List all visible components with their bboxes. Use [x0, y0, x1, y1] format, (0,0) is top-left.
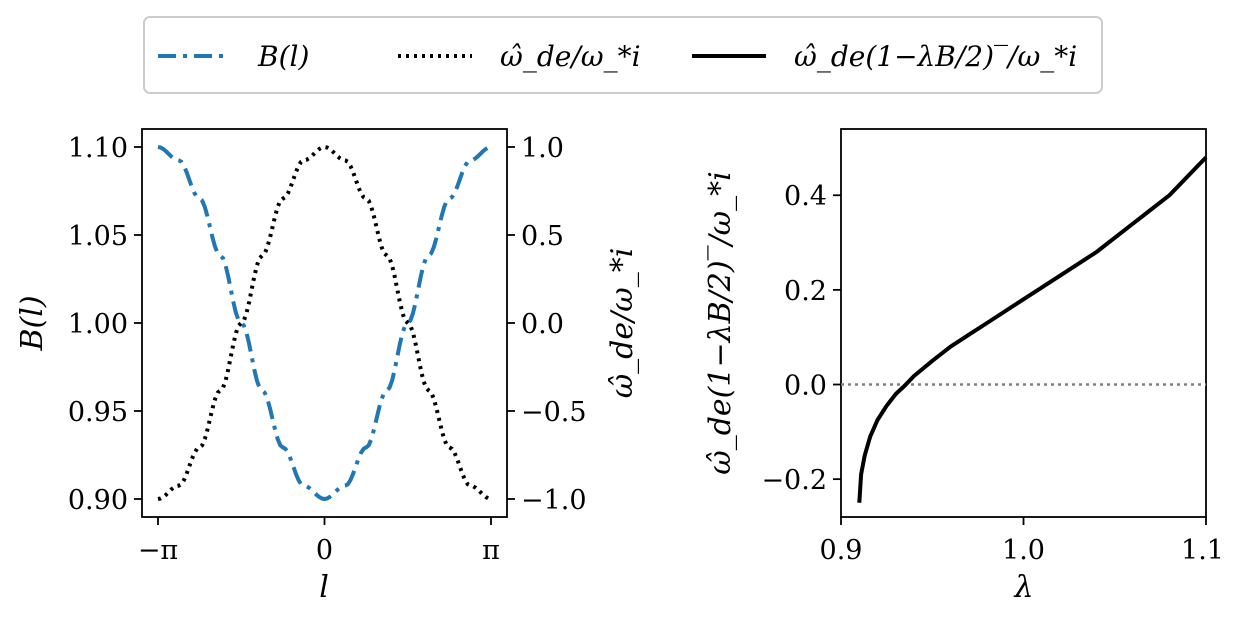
- right-panel-y-tick-label: 0.4: [784, 181, 827, 212]
- left-y-axis-label: B(l): [15, 295, 50, 351]
- right-panel-x-tick-label: 1.1: [1181, 535, 1224, 566]
- legend-frame: [143, 16, 1103, 94]
- left-x-tick-label: π: [482, 535, 500, 566]
- left-x-axis-label: l: [319, 570, 329, 605]
- series-line-b: [157, 145, 492, 501]
- legend: B(l) ω̂_de/ω_*i ω̂_de(1−λB/2)‾/ω_*i: [143, 16, 1103, 94]
- right-y-tick-label: 1.0: [521, 133, 564, 164]
- left-y-tick-label: 0.95: [68, 397, 128, 428]
- left-y-tick-label: 1.00: [68, 309, 128, 340]
- right-panel-y-tick-label: 0.2: [784, 276, 827, 307]
- left-y-tick-label: 1.10: [68, 133, 128, 164]
- series-line-average: [857, 156, 1208, 503]
- right-panel-x-tick-label: 1.0: [1002, 535, 1045, 566]
- right-y-tick-label: −1.0: [521, 485, 587, 516]
- left-y-tick-label: 1.05: [68, 221, 128, 252]
- legend-label-omega: ω̂_de/ω_*i: [500, 40, 641, 73]
- right-panel-x-tick-label: 0.9: [820, 535, 863, 566]
- right-panel-x-axis-label: λ: [1013, 570, 1033, 605]
- right-y-tick-label: 0.5: [521, 221, 564, 252]
- left-y-tick-label: 0.90: [68, 485, 128, 516]
- right-panel: 0.9 1.0 1.1 −0.2 0.0 0.2 0.4 λ ω̂_de(1−λB/2)‾/…: [703, 128, 1224, 605]
- right-y-tick-label: 0.0: [521, 309, 564, 340]
- right-plot-frame: [840, 128, 1207, 518]
- left-x-tick-label: −π: [138, 535, 178, 566]
- left-x-tick-label: 0: [316, 535, 333, 566]
- right-y-axis-label: ω̂_de/ω_*i: [605, 248, 640, 399]
- right-panel-y-tick-label: −0.2: [761, 465, 827, 496]
- legend-label-b: B(l): [257, 40, 309, 73]
- right-y-tick-label: −0.5: [521, 397, 587, 428]
- right-panel-y-tick-label: 0.0: [784, 371, 827, 402]
- left-plot-frame: [141, 128, 508, 518]
- legend-label-avg: ω̂_de(1−λB/2)‾/ω_*i: [794, 40, 1077, 73]
- left-panel: −π 0 π 0.90 0.95 1.00 1.05 1.10 −1.0 −0.5 0.0 0.5 1.…: [15, 128, 640, 605]
- right-panel-y-axis-label: ω̂_de(1−λB/2)‾/ω_*i: [703, 171, 738, 474]
- series-line-omega: [157, 145, 492, 501]
